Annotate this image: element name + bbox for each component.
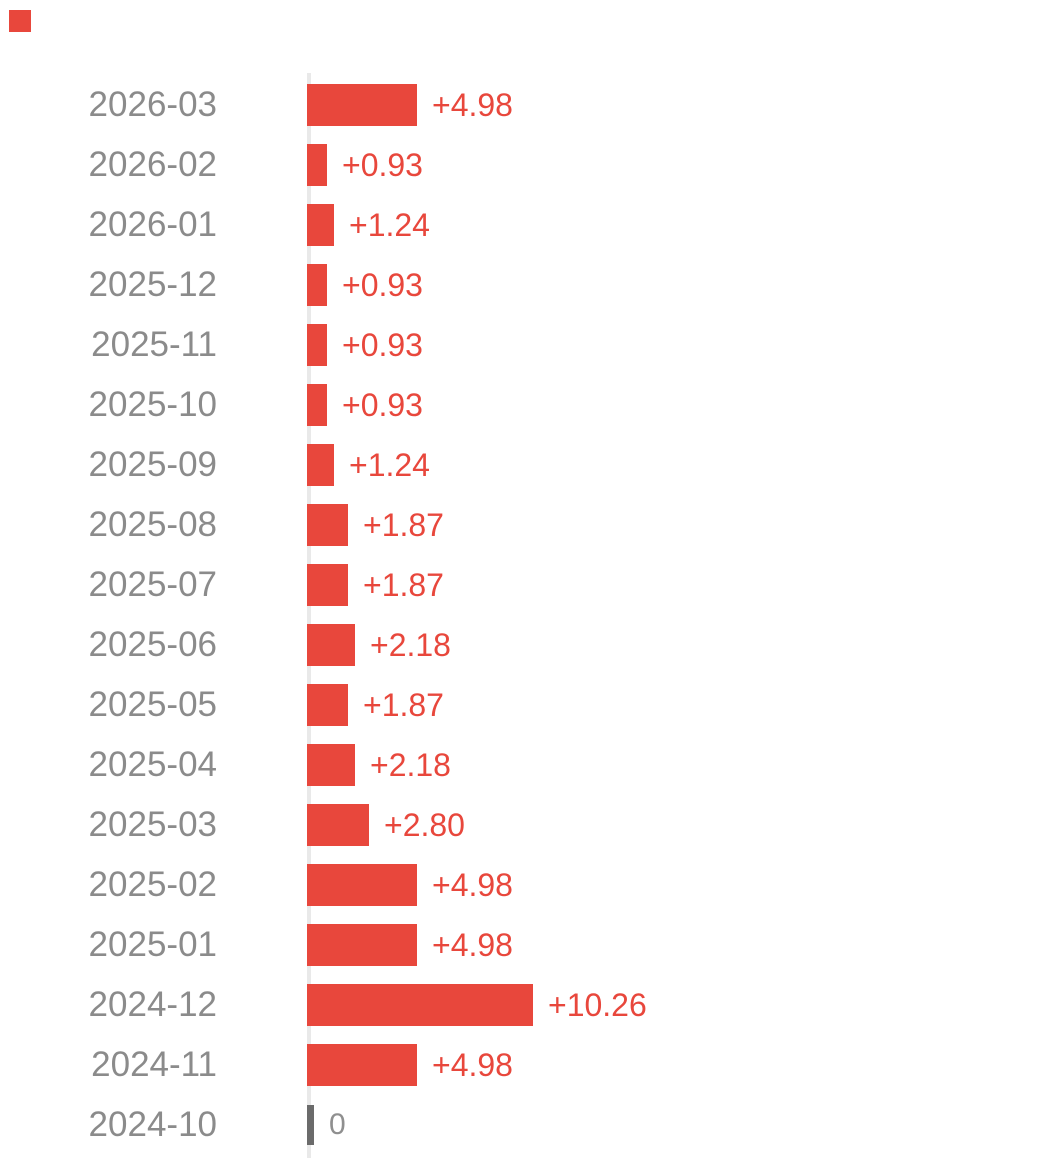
value-label: +4.98 (432, 927, 513, 963)
category-label: 2024-10 (88, 1105, 217, 1144)
series-color-swatch (9, 10, 31, 32)
bar (307, 1044, 417, 1086)
chart-row: 2025-09 +1.24 (0, 435, 1055, 495)
category-label: 2025-04 (88, 745, 217, 784)
bar (307, 684, 348, 726)
category-label: 2025-03 (88, 805, 217, 844)
value-label: +1.87 (363, 507, 444, 543)
value-label: +1.24 (349, 447, 430, 483)
chart-row: 2025-07 +1.87 (0, 555, 1055, 615)
category-label: 2025-10 (88, 385, 217, 424)
zero-axis-line (307, 73, 311, 1158)
chart-row: 2025-08 +1.87 (0, 495, 1055, 555)
chart-row: 2024-12 +10.26 (0, 975, 1055, 1035)
chart-row: 2025-03 +2.80 (0, 795, 1055, 855)
chart-row: 2025-01 +4.98 (0, 915, 1055, 975)
category-label: 2025-02 (88, 865, 217, 904)
value-label: +1.87 (363, 687, 444, 723)
bar (307, 204, 334, 246)
bar (307, 564, 348, 606)
value-label: +0.93 (342, 267, 423, 303)
category-label: 2026-01 (88, 205, 217, 244)
category-label: 2024-11 (91, 1045, 217, 1084)
value-label: +0.93 (342, 147, 423, 183)
bar (307, 864, 417, 906)
chart-row: 2025-04 +2.18 (0, 735, 1055, 795)
bar (307, 924, 417, 966)
value-label: +1.24 (349, 207, 430, 243)
category-label: 2025-05 (88, 685, 217, 724)
bar (307, 384, 327, 426)
bar (307, 144, 327, 186)
category-label: 2025-07 (88, 565, 217, 604)
chart-row: 2025-06 +2.18 (0, 615, 1055, 675)
chart-row: 2025-12 +0.93 (0, 255, 1055, 315)
chart-row: 2026-02 +0.93 (0, 135, 1055, 195)
bar (307, 84, 417, 126)
value-label: +2.18 (370, 747, 451, 783)
bar (307, 504, 348, 546)
category-label: 2025-11 (91, 325, 217, 364)
bar (307, 264, 327, 306)
bar (307, 804, 369, 846)
category-label: 2026-02 (88, 145, 217, 184)
category-label: 2025-06 (88, 625, 217, 664)
value-label: +2.80 (384, 807, 465, 843)
bar (307, 984, 533, 1026)
chart-row: 2026-03 +4.98 (0, 75, 1055, 135)
value-label: +4.98 (432, 867, 513, 903)
category-label: 2026-03 (88, 85, 217, 124)
value-label: 0 (329, 1108, 346, 1141)
chart-row: 2025-10 +0.93 (0, 375, 1055, 435)
chart-row: 2024-10 0 (0, 1095, 1055, 1155)
value-label: +1.87 (363, 567, 444, 603)
value-label: +10.26 (548, 987, 647, 1023)
bar (307, 744, 355, 786)
category-label: 2024-12 (88, 985, 217, 1024)
value-label: +4.98 (432, 87, 513, 123)
value-label: +2.18 (370, 627, 451, 663)
zero-marker (307, 1105, 314, 1145)
chart-row: 2025-11 +0.93 (0, 315, 1055, 375)
chart-row: 2025-02 +4.98 (0, 855, 1055, 915)
value-label: +0.93 (342, 387, 423, 423)
bar (307, 624, 355, 666)
category-label: 2025-01 (88, 925, 217, 964)
value-label: +4.98 (432, 1047, 513, 1083)
bar (307, 444, 334, 486)
chart-row: 2024-11 +4.98 (0, 1035, 1055, 1095)
category-label: 2025-12 (88, 265, 217, 304)
value-label: +0.93 (342, 327, 423, 363)
category-label: 2025-08 (88, 505, 217, 544)
bar (307, 324, 327, 366)
category-label: 2025-09 (88, 445, 217, 484)
chart-row: 2026-01 +1.24 (0, 195, 1055, 255)
chart-row: 2025-05 +1.87 (0, 675, 1055, 735)
